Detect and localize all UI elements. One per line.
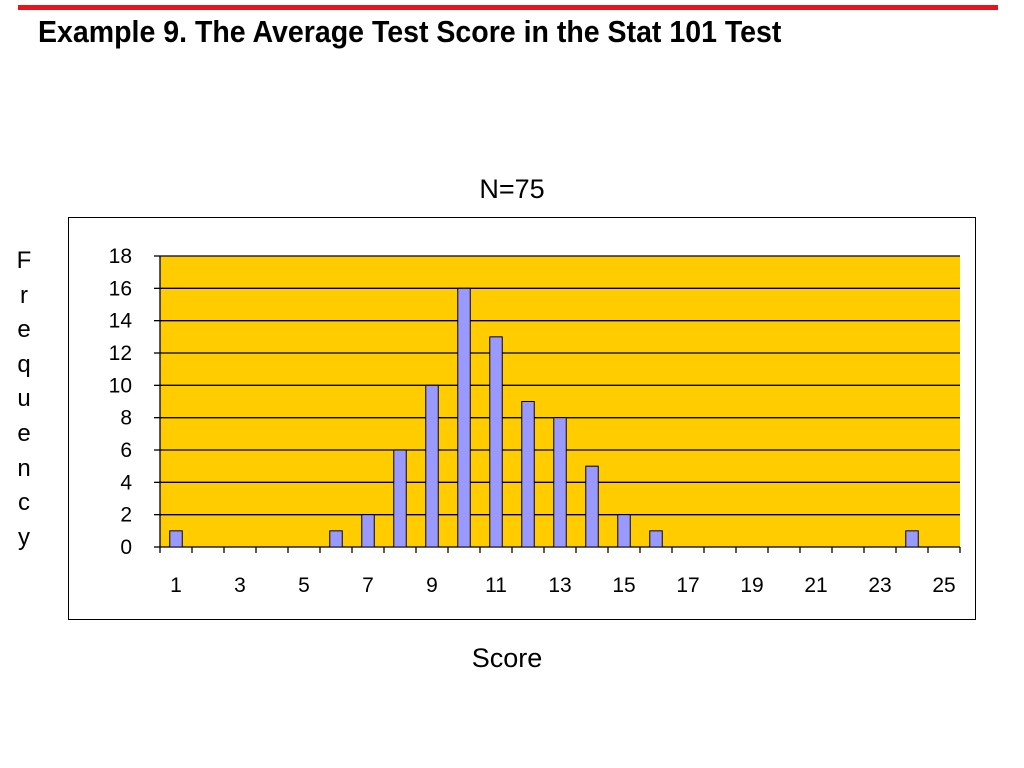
y-axis-label-letter: u	[17, 385, 31, 413]
x-tick-label: 17	[676, 574, 699, 597]
bar	[169, 530, 183, 548]
bar	[585, 465, 599, 548]
x-tick-label: 3	[234, 574, 246, 597]
y-tick-label: 12	[109, 342, 132, 365]
y-tick-label: 14	[109, 310, 133, 333]
bar	[617, 514, 631, 548]
x-tick-label: 21	[804, 574, 827, 597]
bar	[457, 287, 471, 548]
x-tick-label: 13	[548, 574, 571, 597]
y-tick-label: 8	[120, 407, 132, 430]
x-tick-label: 1	[170, 574, 182, 597]
y-axis-label-letter: n	[17, 454, 31, 482]
y-axis-label-letter: y	[18, 523, 30, 551]
bar	[393, 449, 407, 548]
x-axis-label: Score	[471, 643, 543, 673]
y-axis-label-letter: r	[20, 281, 28, 309]
y-tick-label: 10	[109, 374, 132, 397]
bar	[521, 401, 535, 548]
x-tick-label: 25	[932, 574, 955, 597]
x-tick-label: 5	[298, 574, 310, 597]
y-axis-label-letter: e	[17, 316, 31, 344]
y-axis-label-letter: F	[16, 247, 32, 274]
x-tick-label: 7	[362, 574, 374, 597]
bar	[425, 384, 439, 548]
y-tick-label: 0	[120, 536, 132, 559]
y-tick-label: 2	[120, 504, 132, 527]
bar	[553, 417, 567, 548]
bar	[905, 530, 919, 548]
y-tick-label: 6	[120, 439, 132, 462]
top-accent-rule	[18, 5, 998, 10]
x-tick-label: 19	[740, 574, 763, 597]
chart-title: N=75	[479, 174, 545, 204]
y-axis-label-letter: q	[17, 350, 31, 378]
bar	[361, 514, 375, 548]
slide-title: Example 9. The Average Test Score in the…	[38, 14, 782, 49]
y-axis-label-letter: c	[18, 489, 30, 517]
bar	[329, 530, 343, 548]
x-tick-label: 23	[868, 574, 891, 597]
y-tick-label: 18	[109, 245, 132, 268]
y-axis-label-letter: e	[17, 419, 31, 447]
y-tick-label: 4	[120, 471, 132, 494]
x-tick-label: 9	[426, 574, 438, 597]
x-tick-label: 15	[612, 574, 635, 597]
y-tick-label: 16	[109, 277, 132, 300]
x-tick-label: 11	[485, 574, 507, 597]
bar	[489, 336, 503, 548]
bar	[649, 530, 663, 548]
